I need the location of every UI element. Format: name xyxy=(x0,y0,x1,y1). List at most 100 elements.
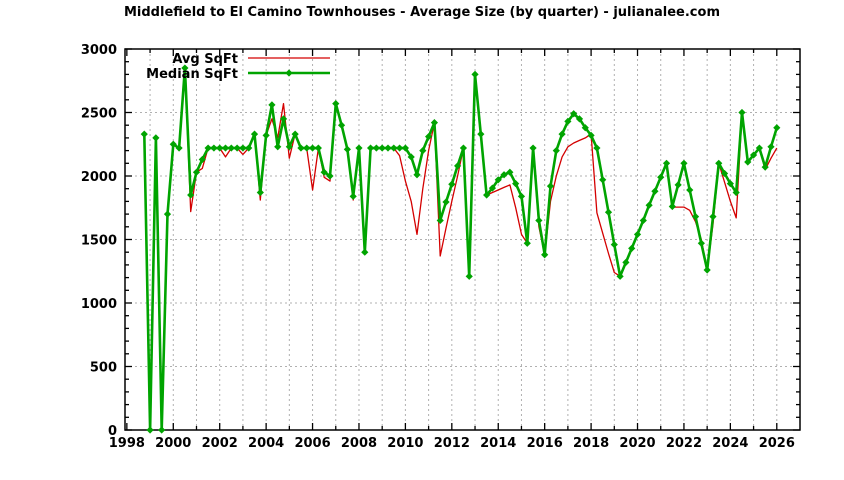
series-marker xyxy=(407,153,415,161)
series-marker xyxy=(430,119,439,127)
series-marker xyxy=(744,158,752,166)
series-marker xyxy=(488,184,497,192)
series-marker xyxy=(732,188,740,197)
series-marker xyxy=(158,426,166,434)
series-marker xyxy=(378,144,386,152)
series-marker xyxy=(616,272,624,280)
series-marker xyxy=(221,144,230,152)
series-marker xyxy=(268,101,276,109)
series-line-median-sqft xyxy=(143,66,779,432)
series-marker xyxy=(494,176,502,184)
series-marker xyxy=(633,230,642,239)
series-marker xyxy=(697,239,705,247)
y-tick-label: 2000 xyxy=(81,170,117,185)
series-marker xyxy=(262,131,270,139)
series-marker xyxy=(657,173,665,181)
series-marker xyxy=(471,70,479,78)
y-tick-label: 2500 xyxy=(81,107,117,122)
series-marker xyxy=(442,198,450,206)
series-marker xyxy=(210,144,218,152)
series-marker xyxy=(680,159,688,167)
series-marker xyxy=(483,191,491,199)
series-marker xyxy=(564,117,572,125)
series-marker xyxy=(343,145,351,153)
series-line-avg-sqft xyxy=(143,67,778,431)
series-marker xyxy=(541,251,549,259)
series-marker xyxy=(233,144,241,152)
series-marker xyxy=(546,182,555,190)
series-marker xyxy=(506,168,514,176)
x-tick-label: 2010 xyxy=(387,436,423,451)
series-marker xyxy=(448,180,456,188)
series-marker xyxy=(314,144,322,152)
series-marker xyxy=(587,131,595,139)
series-marker xyxy=(256,188,264,197)
x-tick-label: 2016 xyxy=(527,436,563,451)
series-marker xyxy=(216,144,224,152)
series-marker xyxy=(297,144,305,152)
series-marker xyxy=(639,216,647,225)
x-tick-label: 1998 xyxy=(109,436,145,451)
series-marker xyxy=(326,172,334,180)
series-marker xyxy=(465,272,473,280)
series-marker xyxy=(204,144,212,152)
series-marker xyxy=(622,258,630,266)
series-marker xyxy=(755,144,763,152)
x-tick-label: 2020 xyxy=(619,436,655,451)
series-marker xyxy=(662,159,671,167)
x-tick-label: 2018 xyxy=(573,436,609,451)
series-marker xyxy=(645,201,653,209)
series-marker xyxy=(175,144,183,152)
legend-label-avg-sqft: Avg SqFt xyxy=(172,52,238,67)
series-marker xyxy=(715,159,723,167)
series-marker xyxy=(372,144,380,152)
legend-marker-sample xyxy=(285,69,293,77)
y-tick-label: 0 xyxy=(108,424,117,439)
series-marker xyxy=(738,108,746,117)
series-marker xyxy=(239,144,247,152)
x-tick-label: 2002 xyxy=(202,436,238,451)
x-tick-label: 2006 xyxy=(294,436,330,451)
x-tick-label: 2012 xyxy=(434,436,470,451)
series-marker xyxy=(140,130,148,138)
series-marker xyxy=(558,130,566,138)
series-marker xyxy=(767,143,775,151)
series-marker xyxy=(570,110,578,118)
series-marker xyxy=(245,144,253,152)
series-marker xyxy=(285,143,293,151)
series-marker xyxy=(709,213,717,221)
series-marker xyxy=(628,244,636,252)
series-marker xyxy=(749,151,758,159)
x-tick-label: 2000 xyxy=(155,436,191,451)
series-marker xyxy=(349,192,357,200)
series-marker xyxy=(366,144,375,152)
x-tick-label: 2024 xyxy=(712,436,748,451)
series-marker xyxy=(401,144,409,152)
y-tick-label: 500 xyxy=(90,361,117,376)
series-marker xyxy=(726,180,734,188)
legend-label-median-sqft: Median SqFt xyxy=(146,67,238,82)
series-marker xyxy=(384,144,392,152)
series-marker xyxy=(198,155,206,164)
y-tick-label: 1000 xyxy=(81,297,117,312)
series-marker xyxy=(227,144,235,152)
x-tick-label: 2014 xyxy=(480,436,516,451)
series-marker xyxy=(181,64,189,72)
series-marker xyxy=(523,239,531,247)
chart-title: Middlefield to El Camino Townhouses - Av… xyxy=(123,5,720,20)
series-marker xyxy=(395,144,404,152)
series-marker xyxy=(599,176,607,184)
x-tick-label: 2022 xyxy=(666,436,702,451)
series-marker xyxy=(163,210,172,218)
series-marker xyxy=(512,180,520,188)
series-marker xyxy=(500,171,508,179)
series-marker xyxy=(320,168,328,176)
series-marker xyxy=(303,144,311,152)
series-marker xyxy=(187,191,195,199)
y-tick-label: 1500 xyxy=(81,234,117,249)
series-marker xyxy=(425,133,433,141)
series-marker xyxy=(361,248,369,256)
series-marker xyxy=(419,147,427,155)
